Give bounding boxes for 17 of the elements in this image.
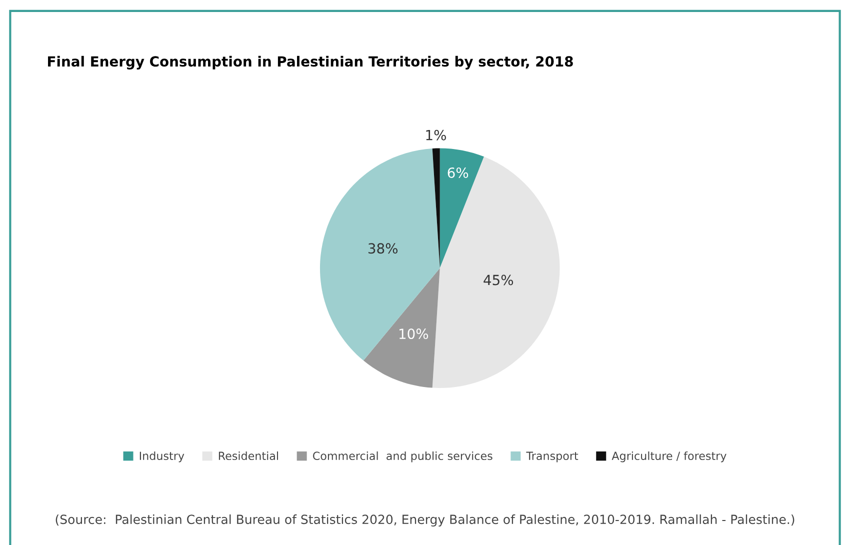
data-label: 10% bbox=[399, 328, 428, 340]
chart-title: Final Energy Consumption in Palestinian Territories by sector, 2018 bbox=[48, 56, 573, 70]
pie-slice bbox=[440, 148, 484, 268]
data-label: 38% bbox=[368, 243, 398, 254]
data-label: 1% bbox=[426, 130, 446, 140]
legend-label: Residential bbox=[218, 451, 278, 460]
pie-slice bbox=[432, 148, 440, 268]
pie-slice bbox=[320, 148, 440, 361]
legend-label: Transport bbox=[526, 452, 578, 462]
pie-slice bbox=[432, 156, 560, 388]
data-label: 6% bbox=[448, 167, 468, 178]
data-label: 45% bbox=[484, 274, 514, 286]
text: (Source: Palestinian Central Bureau of Statistics 2020, Energy Balance of Palestine, 2010-2019. Ramallah - Palestine.) bbox=[56, 514, 794, 527]
legend-label: Agriculture / forestry bbox=[612, 451, 726, 462]
pie-slice bbox=[363, 268, 440, 388]
legend-label: Commercial and public services bbox=[313, 451, 492, 462]
legend-label: Industry bbox=[140, 451, 184, 462]
